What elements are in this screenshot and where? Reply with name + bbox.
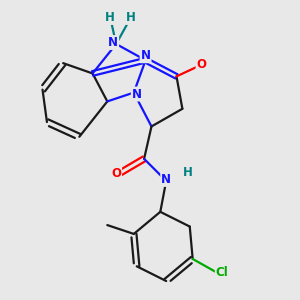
Text: N: N <box>132 88 142 100</box>
Text: Cl: Cl <box>216 266 229 279</box>
Text: H: H <box>183 166 193 178</box>
Text: O: O <box>111 167 121 180</box>
Text: N: N <box>161 173 171 186</box>
Text: H: H <box>126 11 136 24</box>
Text: O: O <box>196 58 206 71</box>
Text: H: H <box>105 11 115 24</box>
Text: N: N <box>141 49 151 62</box>
Text: N: N <box>108 36 118 49</box>
